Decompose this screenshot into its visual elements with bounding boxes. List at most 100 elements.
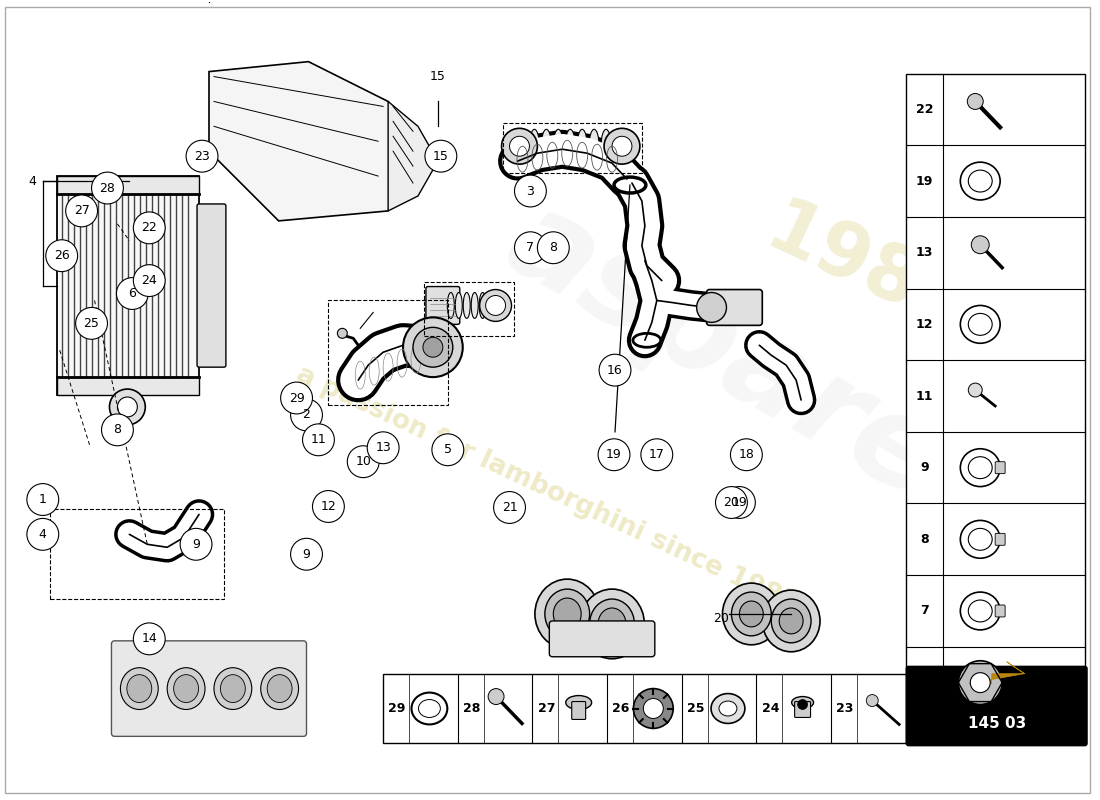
Ellipse shape <box>578 130 587 163</box>
Text: 1: 1 <box>39 493 46 506</box>
Text: 5: 5 <box>443 443 452 456</box>
Circle shape <box>91 172 123 204</box>
Text: 8: 8 <box>549 242 558 254</box>
Ellipse shape <box>220 674 245 702</box>
Text: 7: 7 <box>527 242 535 254</box>
Ellipse shape <box>968 314 992 335</box>
Ellipse shape <box>120 668 158 710</box>
Circle shape <box>26 518 58 550</box>
Circle shape <box>290 538 322 570</box>
Text: 6: 6 <box>921 676 928 689</box>
Ellipse shape <box>590 130 600 163</box>
Ellipse shape <box>471 293 478 318</box>
Ellipse shape <box>529 130 539 163</box>
Circle shape <box>641 439 673 470</box>
Ellipse shape <box>590 599 635 649</box>
Ellipse shape <box>565 130 575 163</box>
Ellipse shape <box>960 162 1000 200</box>
Ellipse shape <box>723 583 780 645</box>
Ellipse shape <box>762 590 820 652</box>
FancyBboxPatch shape <box>996 605 1005 617</box>
Text: 7: 7 <box>920 605 928 618</box>
Circle shape <box>348 446 380 478</box>
Text: 23: 23 <box>194 150 210 162</box>
Text: 4: 4 <box>39 528 46 541</box>
Circle shape <box>538 232 569 264</box>
Text: 3: 3 <box>527 185 535 198</box>
Circle shape <box>312 490 344 522</box>
Ellipse shape <box>771 599 811 643</box>
Text: 29: 29 <box>388 702 406 715</box>
Circle shape <box>598 439 630 470</box>
Circle shape <box>186 140 218 172</box>
Circle shape <box>485 295 506 315</box>
Circle shape <box>480 290 512 322</box>
FancyBboxPatch shape <box>426 286 460 324</box>
Text: 20: 20 <box>724 496 739 509</box>
Ellipse shape <box>487 293 494 318</box>
Circle shape <box>46 240 78 272</box>
Circle shape <box>724 486 756 518</box>
Ellipse shape <box>613 130 623 163</box>
Ellipse shape <box>553 130 563 163</box>
Text: 28: 28 <box>463 702 481 715</box>
FancyBboxPatch shape <box>549 621 654 657</box>
Ellipse shape <box>214 668 252 710</box>
FancyBboxPatch shape <box>57 176 199 194</box>
Circle shape <box>117 278 148 310</box>
Ellipse shape <box>960 449 1000 486</box>
FancyBboxPatch shape <box>906 666 1087 746</box>
Ellipse shape <box>267 674 293 702</box>
Ellipse shape <box>732 592 771 636</box>
Text: 13: 13 <box>375 442 390 454</box>
Circle shape <box>600 354 631 386</box>
Text: 10: 10 <box>355 455 371 468</box>
Ellipse shape <box>565 695 592 710</box>
Ellipse shape <box>779 608 803 634</box>
Ellipse shape <box>455 293 462 318</box>
Circle shape <box>967 94 983 110</box>
Text: 8: 8 <box>921 533 928 546</box>
Text: 29: 29 <box>288 391 305 405</box>
Ellipse shape <box>174 674 198 702</box>
Circle shape <box>133 265 165 297</box>
FancyBboxPatch shape <box>905 74 1085 718</box>
Circle shape <box>634 689 673 729</box>
Ellipse shape <box>261 668 298 710</box>
Ellipse shape <box>960 521 1000 558</box>
Ellipse shape <box>418 699 440 718</box>
Ellipse shape <box>968 528 992 550</box>
Ellipse shape <box>960 592 1000 630</box>
Circle shape <box>488 689 504 705</box>
Text: 22: 22 <box>916 103 933 116</box>
FancyBboxPatch shape <box>383 674 905 743</box>
Ellipse shape <box>463 293 470 318</box>
Circle shape <box>494 491 526 523</box>
Circle shape <box>644 698 663 718</box>
Text: 22: 22 <box>142 222 157 234</box>
Text: 24: 24 <box>761 702 779 715</box>
Circle shape <box>604 128 640 164</box>
Ellipse shape <box>968 457 992 478</box>
Ellipse shape <box>792 697 814 709</box>
FancyBboxPatch shape <box>57 176 199 395</box>
Text: a passion for lamborghini since 1985: a passion for lamborghini since 1985 <box>293 362 802 618</box>
Polygon shape <box>969 662 1024 684</box>
Ellipse shape <box>411 693 448 725</box>
Circle shape <box>971 236 989 254</box>
Circle shape <box>515 175 547 207</box>
Text: 24: 24 <box>142 274 157 287</box>
Ellipse shape <box>968 170 992 192</box>
Text: 15: 15 <box>433 150 449 162</box>
Circle shape <box>180 528 212 560</box>
Text: 27: 27 <box>538 702 556 715</box>
Polygon shape <box>209 62 418 221</box>
Text: 9: 9 <box>192 538 200 550</box>
Text: aspares: aspares <box>486 179 1026 561</box>
FancyBboxPatch shape <box>572 702 585 719</box>
Circle shape <box>715 486 747 518</box>
Text: 12: 12 <box>916 318 933 331</box>
Ellipse shape <box>711 694 745 723</box>
Ellipse shape <box>739 601 763 627</box>
Ellipse shape <box>517 130 527 163</box>
